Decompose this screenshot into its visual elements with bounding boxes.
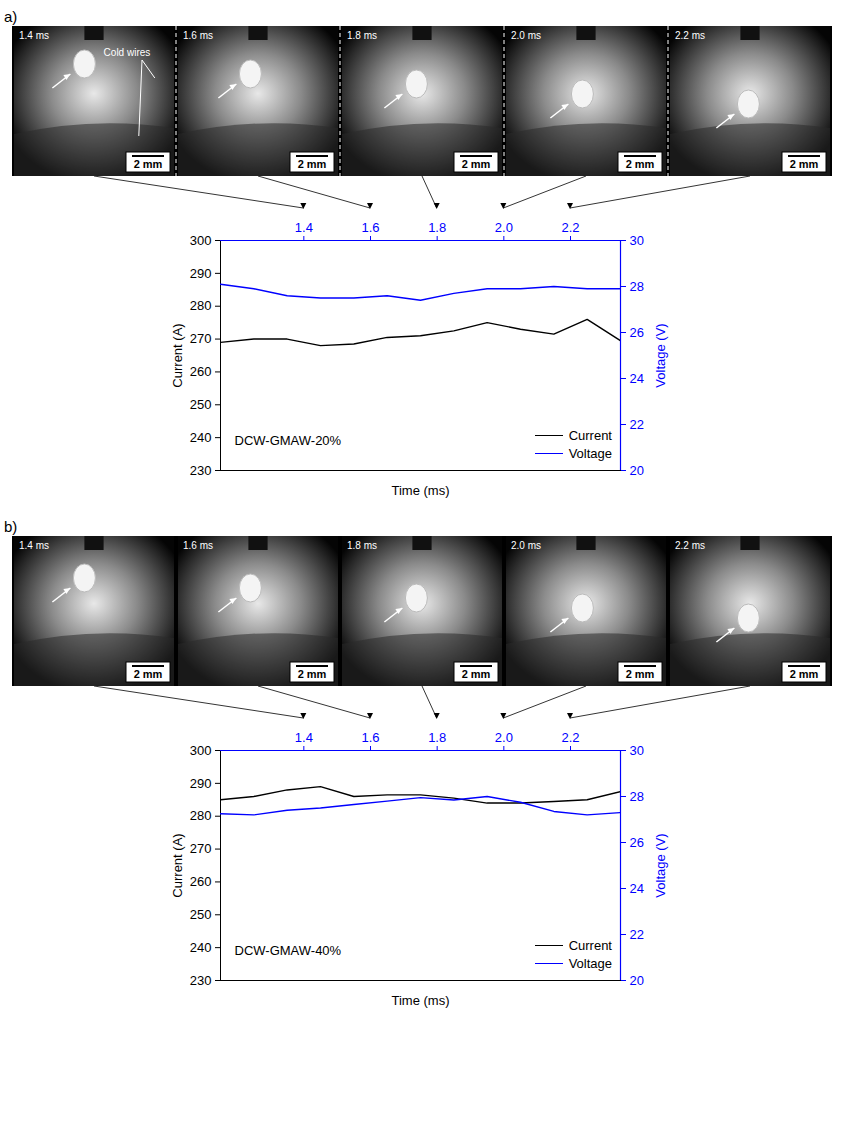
svg-text:1.8: 1.8 bbox=[428, 730, 446, 745]
svg-text:2.2: 2.2 bbox=[561, 730, 579, 745]
svg-text:Current (A): Current (A) bbox=[170, 833, 185, 897]
svg-text:2 mm: 2 mm bbox=[298, 158, 327, 170]
svg-text:22: 22 bbox=[630, 417, 644, 432]
svg-text:24: 24 bbox=[630, 881, 644, 896]
svg-text:Voltage (V): Voltage (V) bbox=[653, 833, 668, 897]
svg-text:1.8 ms: 1.8 ms bbox=[347, 30, 377, 41]
svg-text:2.0 ms: 2.0 ms bbox=[511, 30, 541, 41]
svg-text:260: 260 bbox=[190, 364, 212, 379]
svg-text:2.0 ms: 2.0 ms bbox=[511, 540, 541, 551]
svg-text:270: 270 bbox=[190, 331, 212, 346]
svg-text:Voltage (V): Voltage (V) bbox=[653, 323, 668, 387]
svg-text:250: 250 bbox=[190, 907, 212, 922]
svg-text:2.2 ms: 2.2 ms bbox=[675, 540, 705, 551]
svg-text:1.8: 1.8 bbox=[428, 220, 446, 235]
svg-text:1.8 ms: 1.8 ms bbox=[347, 540, 377, 551]
svg-text:2 mm: 2 mm bbox=[626, 158, 655, 170]
svg-text:300: 300 bbox=[190, 233, 212, 248]
svg-text:2 mm: 2 mm bbox=[626, 668, 655, 680]
svg-text:26: 26 bbox=[630, 835, 644, 850]
svg-text:2.0: 2.0 bbox=[495, 730, 513, 745]
svg-text:2 mm: 2 mm bbox=[790, 668, 819, 680]
svg-text:26: 26 bbox=[630, 325, 644, 340]
svg-text:230: 230 bbox=[190, 973, 212, 988]
svg-text:1.6 ms: 1.6 ms bbox=[183, 30, 213, 41]
svg-text:20: 20 bbox=[630, 463, 644, 478]
svg-text:2.0: 2.0 bbox=[495, 220, 513, 235]
svg-text:30: 30 bbox=[630, 743, 644, 758]
svg-text:2 mm: 2 mm bbox=[134, 158, 163, 170]
svg-text:2 mm: 2 mm bbox=[298, 668, 327, 680]
svg-text:2 mm: 2 mm bbox=[462, 158, 491, 170]
svg-text:1.6: 1.6 bbox=[361, 730, 379, 745]
svg-text:2 mm: 2 mm bbox=[462, 668, 491, 680]
html-text:Current: Current bbox=[568, 427, 612, 443]
svg-text:1.4: 1.4 bbox=[295, 220, 313, 235]
svg-text:300: 300 bbox=[190, 743, 212, 758]
svg-text:1.4: 1.4 bbox=[295, 730, 313, 745]
svg-text:2.2: 2.2 bbox=[561, 220, 579, 235]
svg-text:Time (ms): Time (ms) bbox=[391, 483, 449, 498]
svg-text:Cold wires: Cold wires bbox=[104, 47, 151, 58]
svg-text:30: 30 bbox=[630, 233, 644, 248]
svg-text:24: 24 bbox=[630, 371, 644, 386]
svg-text:Time (ms): Time (ms) bbox=[391, 993, 449, 1008]
svg-text:240: 240 bbox=[190, 430, 212, 445]
svg-text:280: 280 bbox=[190, 808, 212, 823]
svg-text:1.4 ms: 1.4 ms bbox=[19, 540, 49, 551]
svg-text:1.6: 1.6 bbox=[361, 220, 379, 235]
svg-text:2 mm: 2 mm bbox=[790, 158, 819, 170]
svg-text:1.6 ms: 1.6 ms bbox=[183, 540, 213, 551]
svg-text:28: 28 bbox=[630, 789, 644, 804]
html-text:a): a) bbox=[4, 8, 18, 25]
html-text:Voltage: Voltage bbox=[568, 955, 612, 971]
svg-text:28: 28 bbox=[630, 279, 644, 294]
html-text:Voltage: Voltage bbox=[568, 445, 612, 461]
svg-text:22: 22 bbox=[630, 927, 644, 942]
svg-text:1.4 ms: 1.4 ms bbox=[19, 30, 49, 41]
svg-text:DCW-GMAW-40%: DCW-GMAW-40% bbox=[235, 943, 342, 958]
svg-text:2.2 ms: 2.2 ms bbox=[675, 30, 705, 41]
svg-text:2 mm: 2 mm bbox=[134, 668, 163, 680]
svg-text:Current (A): Current (A) bbox=[170, 323, 185, 387]
html-text:b): b) bbox=[4, 518, 18, 535]
svg-text:270: 270 bbox=[190, 841, 212, 856]
svg-text:230: 230 bbox=[190, 463, 212, 478]
svg-text:290: 290 bbox=[190, 776, 212, 791]
svg-text:280: 280 bbox=[190, 298, 212, 313]
svg-text:20: 20 bbox=[630, 973, 644, 988]
html-text:Current: Current bbox=[568, 937, 612, 953]
svg-text:290: 290 bbox=[190, 266, 212, 281]
svg-text:DCW-GMAW-20%: DCW-GMAW-20% bbox=[235, 433, 342, 448]
svg-text:250: 250 bbox=[190, 397, 212, 412]
svg-text:240: 240 bbox=[190, 940, 212, 955]
svg-text:260: 260 bbox=[190, 874, 212, 889]
